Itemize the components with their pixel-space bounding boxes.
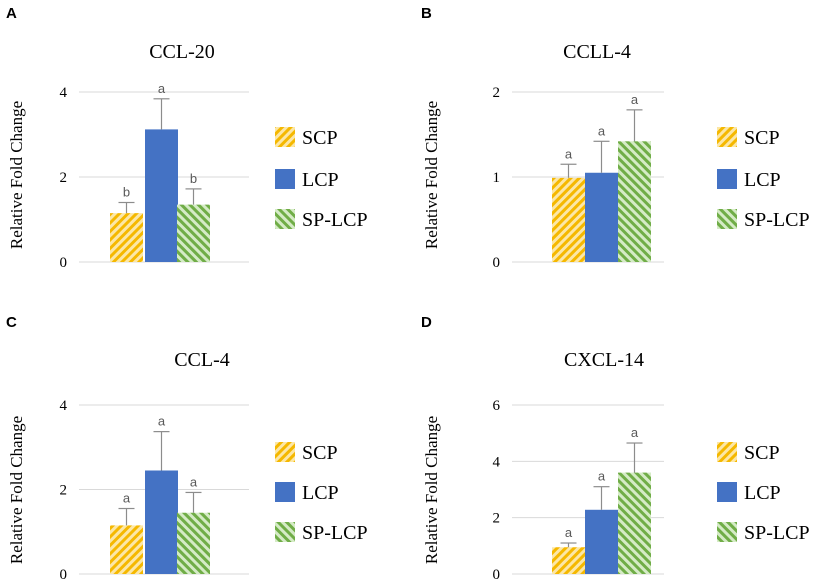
legend-label: SCP	[302, 127, 338, 149]
legend-swatch-lcp	[717, 482, 737, 502]
bar-sp-lcp	[177, 204, 210, 262]
legend-label: SCP	[302, 442, 338, 464]
significance-letter: a	[631, 92, 639, 107]
significance-letter: b	[190, 171, 197, 186]
legend-swatch-sp-lcp	[717, 522, 737, 542]
bar-lcp	[585, 509, 618, 574]
panel-c: C CCL-4 Relative Fold Change 0 2 4 a a a SCP LCP SP…	[6, 314, 368, 583]
y-tick-label: 1	[493, 170, 501, 186]
y-tick-label: 4	[60, 85, 68, 101]
panel-a: A CCL-20 Relative Fold Change 0 2 4 b a b SCP LCP S…	[6, 5, 368, 271]
y-tick-label: 0	[493, 567, 501, 583]
y-tick-label: 4	[60, 398, 68, 414]
bar-lcp	[145, 470, 178, 574]
legend-label: LCP	[302, 482, 339, 504]
legend-label: SP-LCP	[744, 522, 810, 544]
panel-d: D CXCL-14 Relative Fold Change 0 2 4 6 a a a SCP LC…	[421, 314, 810, 583]
bar-lcp	[585, 172, 618, 262]
bar-scp	[110, 213, 143, 262]
panel-b: B CCLL-4 Relative Fold Change 0 1 2 a a a SCP LCP S…	[421, 5, 810, 271]
bar-scp	[552, 547, 585, 574]
legend-label: SP-LCP	[302, 522, 368, 544]
panel-letter: C	[6, 314, 17, 331]
y-axis-label: Relative Fold Change	[7, 416, 26, 564]
legend-swatch-sp-lcp	[717, 209, 737, 229]
y-tick-label: 0	[60, 255, 68, 271]
bar-scp	[552, 177, 585, 262]
y-tick-label: 0	[60, 567, 68, 583]
legend-swatch-lcp	[717, 169, 737, 189]
panel-letter: D	[421, 314, 432, 331]
chart-title: CCL-4	[174, 349, 230, 371]
bar-lcp	[145, 129, 178, 262]
significance-letter: a	[123, 491, 131, 506]
legend-label: SP-LCP	[744, 209, 810, 231]
y-axis-label: Relative Fold Change	[422, 416, 441, 564]
legend-swatch-scp	[717, 127, 737, 147]
significance-letter: a	[158, 81, 166, 96]
y-tick-label: 2	[493, 511, 501, 527]
chart-title: CXCL-14	[564, 349, 644, 371]
panel-letter: A	[6, 5, 17, 22]
panel-letter: B	[421, 5, 432, 22]
y-axis-label: Relative Fold Change	[422, 101, 441, 249]
significance-letter: a	[565, 146, 573, 161]
significance-letter: b	[123, 185, 130, 200]
significance-letter: a	[598, 469, 606, 484]
significance-letter: a	[565, 525, 573, 540]
legend-label: SCP	[744, 127, 780, 149]
significance-letter: a	[598, 123, 606, 138]
legend-label: LCP	[302, 169, 339, 191]
significance-letter: a	[158, 414, 166, 429]
chart-title: CCLL-4	[563, 41, 631, 63]
y-tick-label: 4	[493, 454, 501, 470]
legend-swatch-sp-lcp	[275, 209, 295, 229]
legend-swatch-scp	[275, 442, 295, 462]
legend-label: LCP	[744, 169, 781, 191]
y-tick-label: 0	[493, 255, 501, 271]
y-axis-label: Relative Fold Change	[7, 101, 26, 249]
y-tick-label: 6	[493, 398, 501, 414]
bar-sp-lcp	[177, 512, 210, 574]
significance-letter: a	[190, 474, 198, 489]
chart-title: CCL-20	[149, 41, 215, 63]
y-tick-label: 2	[60, 483, 68, 499]
bar-scp	[110, 525, 143, 574]
legend-label: SP-LCP	[302, 209, 368, 231]
bar-sp-lcp	[618, 141, 651, 262]
legend-swatch-lcp	[275, 482, 295, 502]
panels: A CCL-20 Relative Fold Change 0 2 4 b a b SCP LCP S…	[6, 5, 810, 583]
y-tick-label: 2	[493, 85, 501, 101]
y-tick-label: 2	[60, 170, 68, 186]
legend-swatch-lcp	[275, 169, 295, 189]
bar-sp-lcp	[618, 472, 651, 574]
legend-swatch-sp-lcp	[275, 522, 295, 542]
significance-letter: a	[631, 425, 639, 440]
legend-label: LCP	[744, 482, 781, 504]
legend-label: SCP	[744, 442, 780, 464]
legend-swatch-scp	[717, 442, 737, 462]
legend-swatch-scp	[275, 127, 295, 147]
